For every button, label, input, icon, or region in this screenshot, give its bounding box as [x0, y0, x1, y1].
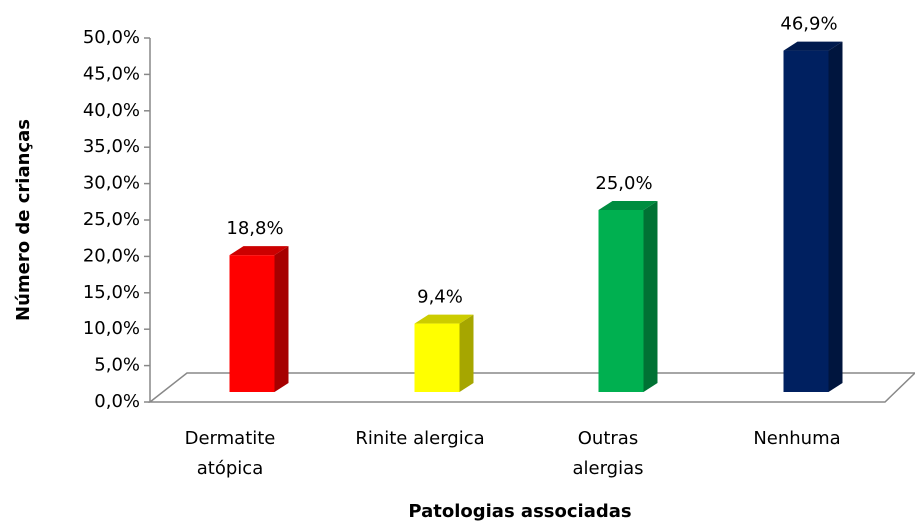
- y-tick-label: 30,0%: [83, 173, 140, 194]
- bar-front: [598, 210, 644, 392]
- bar-front: [783, 50, 829, 393]
- y-tick-label: 50,0%: [83, 27, 140, 48]
- bar-top: [414, 314, 474, 324]
- x-tick-label: Dermatite atópica: [184, 428, 276, 479]
- bar-side: [828, 41, 843, 393]
- y-tick-label: 20,0%: [83, 245, 140, 266]
- x-tick-label: Nenhuma: [753, 428, 841, 449]
- bar-top: [229, 246, 289, 256]
- x-tick-label: Outras alergias: [572, 428, 644, 479]
- bar-front: [229, 255, 275, 392]
- bar-top: [783, 41, 843, 51]
- y-tick-label: 10,0%: [83, 318, 140, 339]
- y-tick-label: 45,0%: [83, 63, 140, 84]
- bar-top: [598, 201, 658, 210]
- bar-side: [274, 246, 289, 392]
- y-tick-label: 25,0%: [83, 209, 140, 230]
- value-label: 18,8%: [226, 218, 283, 239]
- bar-side: [643, 201, 658, 392]
- x-axis-title: Patologias associadas: [408, 501, 631, 522]
- y-tick-label: 0,0%: [94, 391, 140, 412]
- y-tick-label: 35,0%: [83, 136, 140, 157]
- floor: [147, 372, 915, 403]
- y-axis-title: Número de crianças: [13, 119, 34, 321]
- bar: [414, 314, 474, 392]
- bar: [783, 41, 843, 393]
- value-label: 46,9%: [780, 14, 837, 35]
- y-tick-label: 15,0%: [83, 282, 140, 303]
- bar: [598, 201, 658, 392]
- y-tick-label: 5,0%: [94, 355, 140, 376]
- bar-side: [459, 314, 474, 392]
- x-tick-label: Rinite alergica: [355, 428, 485, 449]
- bar-front: [414, 323, 460, 392]
- value-label: 9,4%: [417, 287, 463, 308]
- y-tick-label: 40,0%: [83, 100, 140, 121]
- bar: [229, 246, 289, 392]
- value-label: 25,0%: [595, 173, 652, 194]
